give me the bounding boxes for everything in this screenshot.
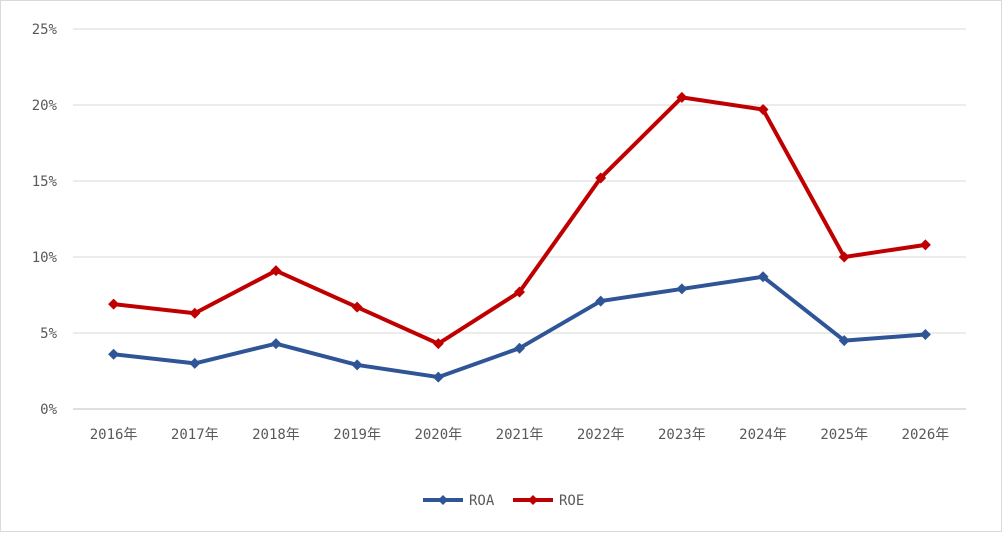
- x-tick-label: 2025年: [820, 427, 868, 443]
- data-point-roe: [676, 91, 688, 103]
- data-point-roe: [595, 172, 607, 184]
- x-tick-label: 2026年: [902, 427, 950, 443]
- data-point-roe: [432, 338, 444, 350]
- data-point-roe: [351, 301, 363, 313]
- data-point-roe: [108, 298, 120, 310]
- data-point-roe: [838, 251, 850, 263]
- x-tick-label: 2020年: [414, 427, 462, 443]
- data-point-roa: [919, 329, 931, 341]
- data-point-roa: [595, 295, 607, 307]
- legend: ROA ROE: [423, 493, 584, 509]
- x-tick-label: 2021年: [496, 427, 544, 443]
- data-point-roe: [514, 286, 525, 298]
- data-point-roa: [676, 283, 688, 295]
- series-roa: [108, 271, 931, 383]
- data-point-roe: [189, 307, 201, 319]
- legend-item-roa: ROA: [423, 493, 495, 509]
- legend-marker-roa: [438, 495, 448, 505]
- y-tick-label: 5%: [40, 326, 57, 342]
- data-point-roa: [514, 342, 525, 354]
- legend-label-roa: ROA: [469, 493, 495, 509]
- data-point-roe: [757, 104, 769, 116]
- y-tick-label: 25%: [32, 22, 58, 38]
- data-point-roa: [351, 359, 363, 371]
- series-roe: [108, 91, 931, 350]
- data-point-roa: [189, 357, 201, 369]
- y-tick-label: 0%: [40, 402, 57, 418]
- data-point-roa: [432, 371, 444, 383]
- legend-item-roe: ROE: [513, 493, 584, 509]
- y-tick-label: 20%: [32, 98, 58, 114]
- x-axis-labels: 2016年 2017年 2018年 2019年 2020年 2021年 2022年 2023年…: [90, 427, 950, 443]
- series-group: [108, 91, 931, 383]
- y-tick-label: 15%: [32, 174, 58, 190]
- x-tick-label: 2017年: [171, 427, 219, 443]
- data-point-roa: [838, 335, 850, 347]
- x-tick-label: 2019年: [333, 427, 381, 443]
- x-tick-label: 2016年: [90, 427, 138, 443]
- x-tick-label: 2024年: [739, 427, 787, 443]
- data-point-roa: [757, 271, 769, 283]
- y-axis-labels: 0% 5% 10% 15% 20% 25%: [32, 22, 58, 418]
- data-point-roe: [270, 265, 282, 277]
- gridlines: [73, 28, 966, 334]
- x-tick-label: 2023年: [658, 427, 706, 443]
- x-tick-label: 2018年: [252, 427, 300, 443]
- legend-label-roe: ROE: [559, 493, 584, 509]
- legend-marker-roe: [528, 495, 538, 505]
- y-tick-label: 10%: [32, 250, 58, 266]
- data-point-roe: [919, 239, 931, 251]
- x-tick-label: 2022年: [577, 427, 625, 443]
- data-point-roa: [270, 338, 282, 350]
- data-point-roa: [108, 348, 120, 360]
